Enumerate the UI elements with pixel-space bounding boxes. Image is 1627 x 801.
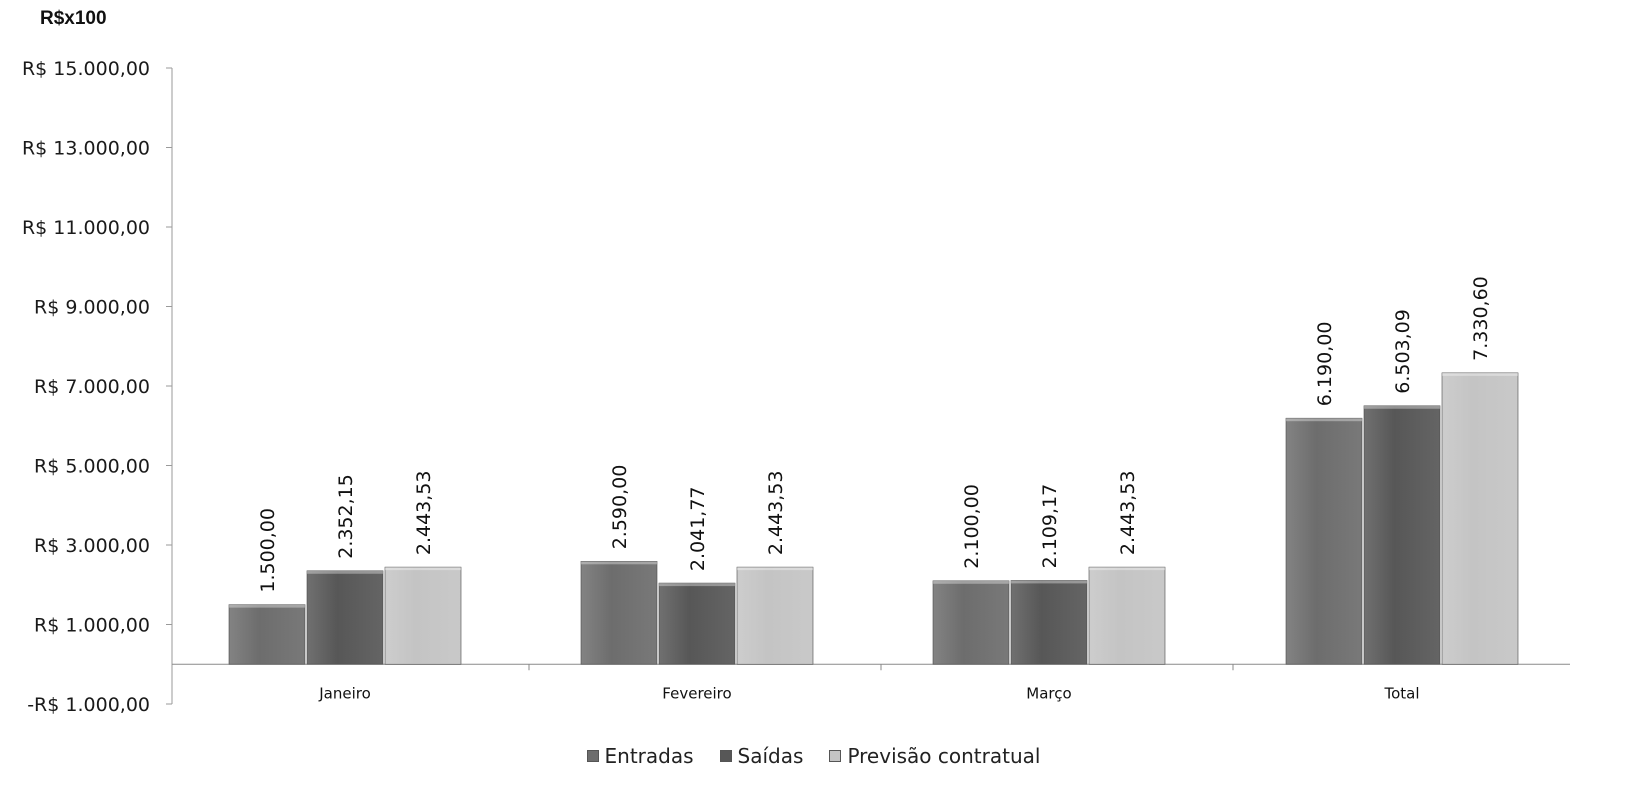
- bar-2-1: [736, 566, 814, 665]
- bar-1-2: [1010, 580, 1088, 665]
- bar-highlight: [385, 567, 461, 571]
- legend-label: Previsão contratual: [847, 744, 1041, 768]
- data-label: 2.443,53: [765, 471, 787, 556]
- bar-highlight: [307, 570, 383, 574]
- bar-2-0: [384, 566, 462, 665]
- bar-highlight: [1089, 567, 1165, 571]
- bar-2-2: [1088, 566, 1166, 665]
- bar-0-0: [228, 604, 306, 665]
- y-tick-label: R$ 9.000,00: [34, 297, 150, 319]
- chart-legend: Entradas Saídas Previsão contratual: [0, 741, 1627, 771]
- data-label: 2.109,17: [1039, 484, 1061, 569]
- legend-label: Entradas: [604, 744, 694, 768]
- bar-1-0: [306, 570, 384, 665]
- data-label: 2.590,00: [609, 465, 631, 550]
- data-label: 2.352,15: [335, 474, 357, 559]
- y-tick-label: R$ 7.000,00: [34, 376, 150, 398]
- y-tick-label: R$ 15.000,00: [22, 58, 150, 80]
- legend-item: Entradas: [586, 744, 694, 768]
- y-tick-label: R$ 3.000,00: [34, 535, 150, 557]
- bar-highlight: [1364, 405, 1440, 409]
- legend-swatch: [586, 750, 599, 762]
- y-unit-label: R$x100: [40, 8, 107, 29]
- bar-highlight: [581, 561, 657, 565]
- y-tick-label: R$ 13.000,00: [22, 138, 150, 160]
- y-tick-label: R$ 1.000,00: [34, 615, 150, 637]
- data-label: 2.443,53: [413, 471, 435, 556]
- data-label: 7.330,60: [1470, 276, 1492, 361]
- bar-0-1: [580, 560, 658, 665]
- x-tick-label: Total: [1383, 684, 1419, 702]
- legend-item: Saídas: [719, 744, 804, 768]
- bar-0-3: [1285, 417, 1363, 665]
- x-tick-label: Março: [1026, 684, 1071, 702]
- bar-highlight: [1011, 580, 1087, 584]
- bar-highlight: [659, 583, 735, 587]
- legend-item: Previsão contratual: [829, 744, 1040, 768]
- y-tick-label: -R$ 1.000,00: [27, 694, 150, 716]
- legend-label: Saídas: [737, 744, 804, 768]
- data-label: 6.190,00: [1314, 322, 1336, 407]
- bar-highlight: [737, 567, 813, 571]
- y-tick-label: R$ 5.000,00: [34, 456, 150, 478]
- x-tick-label: Fevereiro: [662, 684, 731, 702]
- y-tick-label: R$ 11.000,00: [22, 217, 150, 239]
- bar-1-3: [1363, 405, 1441, 665]
- bar-highlight: [933, 580, 1009, 584]
- data-label: 2.041,77: [687, 486, 709, 571]
- data-label: 2.100,00: [961, 484, 983, 569]
- data-label: 1.500,00: [257, 508, 279, 593]
- legend-swatch: [719, 750, 732, 762]
- bar-highlight: [1286, 418, 1362, 422]
- bar-highlight: [229, 604, 305, 608]
- bar-highlight: [1442, 372, 1518, 376]
- data-label: 6.503,09: [1392, 309, 1414, 394]
- legend-swatch: [829, 750, 842, 762]
- x-tick-label: Janeiro: [318, 684, 371, 702]
- bar-2-3: [1441, 372, 1519, 665]
- bar-0-2: [932, 580, 1010, 665]
- bar-1-1: [658, 582, 736, 665]
- data-label: 2.443,53: [1117, 471, 1139, 556]
